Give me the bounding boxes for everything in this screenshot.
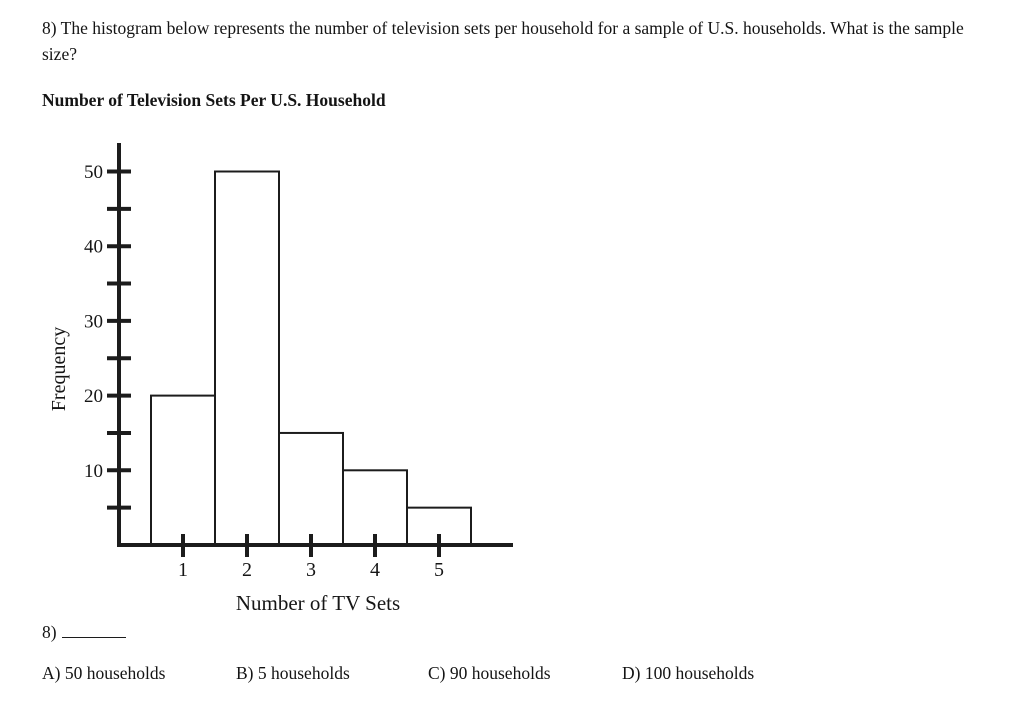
choice-c: C) 90 households	[428, 663, 551, 683]
chart-title: Number of Television Sets Per U.S. House…	[42, 90, 386, 110]
histogram-chart: 10 20 30 40 50 1 2 3 4 5 Number of TV Sets Frequenc…	[48, 143, 513, 615]
x-tick-label-1: 1	[178, 559, 188, 581]
x-tick-label-3: 3	[306, 559, 316, 581]
bar-1	[150, 394, 216, 546]
bar-4	[342, 469, 408, 546]
bar-2	[214, 170, 280, 546]
y-tick-label-10: 10	[84, 461, 103, 482]
choice-b: B) 5 households	[236, 663, 350, 683]
answer-blank-line: 8)	[42, 622, 126, 643]
question-text: 8) The histogram below represents the nu…	[42, 18, 964, 64]
y-axis-title: Frequency	[48, 327, 70, 411]
y-tick-label-50: 50	[84, 162, 103, 183]
bar-3	[278, 431, 344, 547]
y-tick-label-40: 40	[84, 237, 103, 258]
x-tick-label-2: 2	[242, 559, 252, 581]
x-axis-title: Number of TV Sets	[236, 591, 400, 615]
answer-number-label: 8)	[42, 622, 57, 642]
x-tick-label-5: 5	[434, 559, 444, 581]
choice-d: D) 100 households	[622, 663, 755, 683]
y-tick-label-30: 30	[84, 311, 103, 332]
answer-blank	[61, 623, 126, 638]
choice-a: A) 50 households	[42, 663, 166, 683]
x-tick-label-4: 4	[370, 559, 380, 581]
y-tick-label-20: 20	[84, 386, 103, 407]
